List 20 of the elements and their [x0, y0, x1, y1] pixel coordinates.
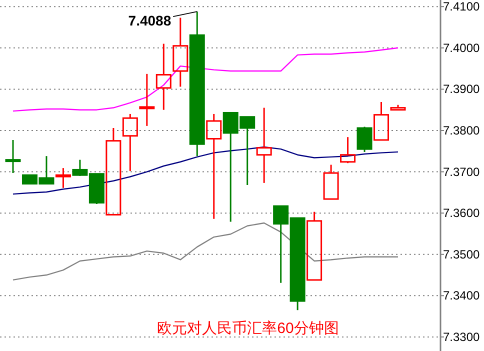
candlestick — [189, 10, 205, 157]
candlestick — [55, 167, 71, 189]
candlestick — [256, 107, 272, 184]
y-tick-label: 7.3400 — [443, 288, 480, 303]
y-tick-label: 7.3800 — [443, 123, 480, 138]
y-tick-label: 7.3300 — [443, 330, 480, 344]
y-tick-label: 7.3500 — [443, 247, 480, 262]
y-tick-label: 7.4000 — [443, 40, 480, 55]
line-series — [12, 47, 399, 112]
candlestick — [156, 43, 172, 111]
candlestick — [5, 139, 21, 174]
y-tick-label: 7.3600 — [443, 206, 480, 220]
annotation: 7.4088 — [128, 12, 172, 29]
y-tick-label: 7.4100 — [443, 0, 480, 14]
candlestick — [172, 17, 188, 88]
candlestick — [139, 73, 155, 127]
y-tick-label: 7.3900 — [443, 82, 480, 96]
text: 欧元对人民币汇率60分钟图 — [157, 320, 339, 337]
line-series — [12, 146, 399, 195]
y-tick-label: 7.3700 — [443, 164, 480, 179]
